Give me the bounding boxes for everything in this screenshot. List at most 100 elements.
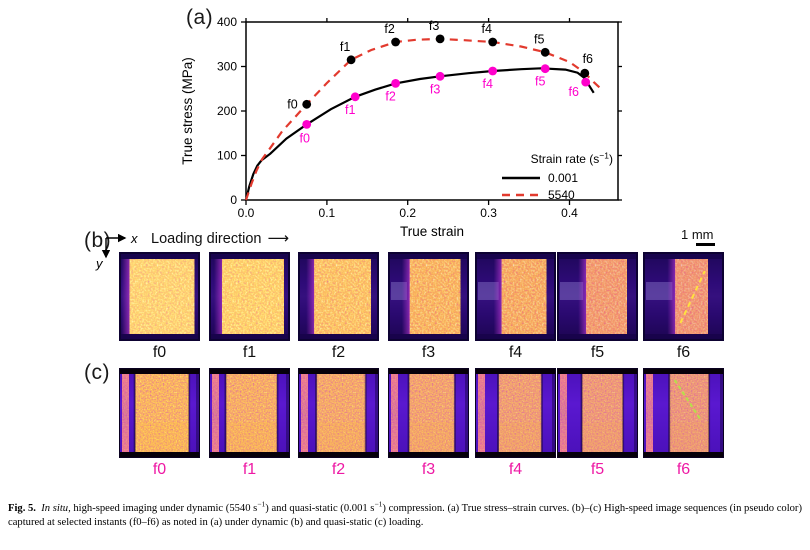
x-axis-letter: x bbox=[130, 231, 138, 246]
frame-label-c-f3: f3 bbox=[421, 461, 436, 478]
loading-direction-arrow-icon: ⟶ bbox=[267, 230, 289, 247]
legend-entry-dynamic: 5540 bbox=[548, 188, 575, 202]
y-tick-label: 400 bbox=[217, 15, 237, 29]
frame-label-c-f5: f5 bbox=[590, 461, 605, 478]
figure-caption: Fig. 5. In situ, high-speed imaging unde… bbox=[8, 499, 802, 530]
panel-c-label: (c) bbox=[84, 361, 110, 384]
caption-segment: −1 bbox=[257, 499, 266, 509]
scale-bar-line bbox=[696, 243, 715, 246]
frame-label-b-f3: f3 bbox=[421, 344, 436, 361]
x-axis-title: True strain bbox=[400, 224, 464, 239]
frame-c-f6 bbox=[643, 368, 724, 458]
frame-c-f1 bbox=[209, 368, 290, 458]
x-tick-label: 0.1 bbox=[319, 206, 336, 220]
frame-marker-5540-f2 bbox=[391, 37, 400, 47]
specimen-image-c-f3 bbox=[388, 368, 469, 458]
frame-marker-5540-f0 bbox=[302, 99, 312, 109]
frame-point-label-0.001-f0: f0 bbox=[299, 131, 309, 145]
frame-marker-0.001-f3 bbox=[435, 71, 445, 81]
frame-label-b-f0: f0 bbox=[152, 344, 167, 361]
xy-axes-icon: x y bbox=[95, 231, 138, 271]
frame-b-f6 bbox=[643, 252, 724, 341]
frame-c-f0 bbox=[119, 368, 200, 458]
legend-entry-quasistatic: 0.001 bbox=[548, 171, 578, 185]
stress-strain-chart: 0.0 0.1 0.2 0.3 0.4 0 100 200 300 400 f0 f1 f2 f3 f4 f5… bbox=[150, 0, 650, 248]
x-tick-label: 0.0 bbox=[238, 206, 255, 220]
caption-segment: high-speed imaging under dynamic (5540 s bbox=[70, 503, 258, 514]
y-tick-label: 300 bbox=[217, 60, 237, 74]
frame-label-b-f5: f5 bbox=[590, 344, 605, 361]
specimen-image-b-f0 bbox=[119, 252, 200, 341]
frame-marker-0.001-f2 bbox=[391, 79, 400, 88]
frame-point-label-0.001-f4: f4 bbox=[482, 77, 492, 91]
frame-label-c-f4: f4 bbox=[508, 461, 523, 478]
specimen-image-c-f5 bbox=[557, 368, 638, 458]
specimen-image-b-f5 bbox=[557, 252, 638, 341]
frame-marker-5540-f6 bbox=[580, 68, 590, 78]
frame-point-label-5540-f1: f1 bbox=[340, 40, 350, 54]
caption-segment: −1 bbox=[374, 499, 383, 509]
y-tick-label: 0 bbox=[230, 193, 237, 207]
frame-label-c-f0: f0 bbox=[152, 461, 167, 478]
specimen-image-c-f4 bbox=[475, 368, 556, 458]
y-axis-letter: y bbox=[95, 256, 104, 271]
x-tick-label: 0.3 bbox=[480, 206, 497, 220]
frame-marker-0.001-f4 bbox=[488, 66, 498, 76]
specimen-image-c-f1 bbox=[209, 368, 290, 458]
specimen-image-b-f6 bbox=[643, 252, 724, 341]
y-tick-label: 200 bbox=[217, 104, 237, 118]
specimen-image-c-f0 bbox=[119, 368, 200, 458]
chart-svg: 0.0 0.1 0.2 0.3 0.4 0 100 200 300 400 f0 f1 f2 f3 f4 f5… bbox=[180, 15, 622, 239]
frame-b-f3 bbox=[388, 252, 469, 341]
frame-label-b-f4: f4 bbox=[508, 344, 523, 361]
y-tick-label: 100 bbox=[217, 149, 237, 163]
frame-c-f2 bbox=[298, 368, 379, 458]
frame-point-label-5540-f5: f5 bbox=[534, 32, 544, 46]
frame-c-f4 bbox=[475, 368, 556, 458]
scale-bar-label: 1 mm bbox=[681, 227, 714, 242]
frame-b-f1 bbox=[209, 252, 290, 341]
frame-point-label-0.001-f2: f2 bbox=[385, 89, 395, 103]
frame-marker-5540-f5 bbox=[540, 47, 550, 57]
frame-marker-0.001-f5 bbox=[540, 64, 550, 74]
frame-c-f3 bbox=[388, 368, 469, 458]
specimen-image-c-f2 bbox=[298, 368, 379, 458]
y-axis-title: True stress (MPa) bbox=[180, 57, 195, 165]
frame-point-label-0.001-f6: f6 bbox=[568, 85, 578, 99]
series-curve-5540 bbox=[244, 37, 603, 201]
frame-label-c-f6: f6 bbox=[676, 461, 691, 478]
frame-point-label-0.001-f5: f5 bbox=[535, 75, 545, 89]
caption-segment: Fig. 5. bbox=[8, 503, 36, 514]
frame-point-label-0.001-f3: f3 bbox=[430, 82, 440, 96]
frame-marker-5540-f3 bbox=[435, 34, 445, 44]
frame-b-f5 bbox=[557, 252, 638, 341]
frame-point-label-5540-f4: f4 bbox=[481, 22, 491, 36]
specimen-image-b-f3 bbox=[388, 252, 469, 341]
panel-a-label: (a) bbox=[186, 6, 214, 29]
loading-direction-label: Loading direction ⟶ bbox=[151, 229, 289, 247]
frame-label-c-f1: f1 bbox=[242, 461, 257, 478]
frame-b-f4 bbox=[475, 252, 556, 341]
specimen-image-b-f2 bbox=[298, 252, 379, 341]
frame-label-c-f2: f2 bbox=[331, 461, 346, 478]
specimen-image-b-f1 bbox=[209, 252, 290, 341]
specimen-image-c-f6 bbox=[643, 368, 724, 458]
frame-point-label-5540-f2: f2 bbox=[384, 22, 394, 36]
frame-point-label-5540-f3: f3 bbox=[429, 19, 439, 33]
frame-c-f5 bbox=[557, 368, 638, 458]
frame-marker-0.001-f6 bbox=[581, 77, 591, 87]
frame-point-label-5540-f0: f0 bbox=[287, 97, 297, 111]
caption-segment: In situ, bbox=[41, 503, 71, 514]
frame-b-f0 bbox=[119, 252, 200, 341]
x-tick-label: 0.4 bbox=[561, 206, 578, 220]
frame-point-label-0.001-f1: f1 bbox=[345, 103, 355, 117]
frame-b-f2 bbox=[298, 252, 379, 341]
frame-label-b-f6: f6 bbox=[676, 344, 691, 361]
frame-marker-0.001-f0 bbox=[302, 120, 312, 129]
frame-marker-0.001-f1 bbox=[350, 92, 360, 102]
caption-segment: ) and quasi-static (0.001 s bbox=[265, 503, 375, 514]
loading-direction-text: Loading direction bbox=[151, 231, 262, 247]
frame-marker-5540-f4 bbox=[488, 37, 498, 47]
frame-label-b-f2: f2 bbox=[331, 344, 346, 361]
specimen-image-b-f4 bbox=[475, 252, 556, 341]
